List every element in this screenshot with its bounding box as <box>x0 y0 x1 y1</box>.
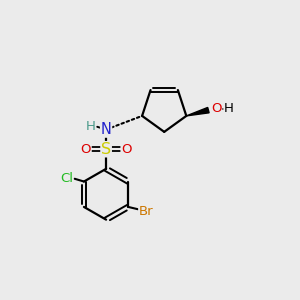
Text: N: N <box>101 122 112 137</box>
Text: Br: Br <box>139 205 154 218</box>
Text: H: H <box>85 120 95 133</box>
Text: O: O <box>81 143 91 156</box>
Text: O: O <box>211 103 222 116</box>
Text: O: O <box>121 143 132 156</box>
Text: S: S <box>101 142 111 157</box>
Polygon shape <box>186 107 209 116</box>
Text: H: H <box>224 102 234 115</box>
Text: Cl: Cl <box>60 172 73 185</box>
